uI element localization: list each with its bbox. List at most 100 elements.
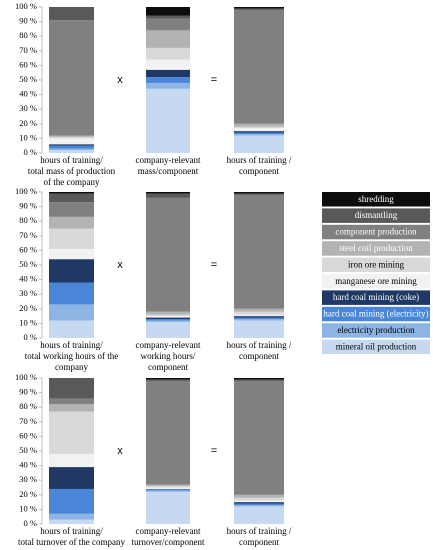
y-tick-label: 60 %: [19, 430, 37, 440]
bar-segment: [49, 150, 94, 153]
legend-label: hard coal mining (electricity): [323, 309, 428, 319]
bar-segment: [146, 486, 190, 488]
operator: x: [117, 445, 123, 457]
x-label: company-relevant: [136, 340, 201, 350]
y-tick-label: 50 %: [19, 259, 37, 269]
bar-segment: [49, 248, 94, 260]
bar-segment: [146, 320, 190, 322]
y-tick-label: 50 %: [19, 445, 37, 455]
legend-swatch: [322, 290, 430, 305]
y-tick-label: 40 %: [19, 460, 37, 470]
x-label: component: [239, 166, 279, 176]
y-tick-label: 10 %: [19, 503, 37, 513]
y-tick-label: 30 %: [19, 474, 37, 484]
bar-segment: [234, 193, 284, 195]
bar-segment: [49, 488, 94, 514]
bar-segment: [234, 126, 284, 129]
legend-label: manganese ore mining: [335, 276, 417, 286]
x-label: hours of training/: [40, 155, 103, 165]
x-label: company-relevant: [136, 155, 201, 165]
y-tick-label: 50 %: [19, 74, 37, 84]
y-tick-label: 80 %: [19, 30, 37, 40]
bar-segment: [234, 134, 284, 136]
bar-segment: [234, 128, 284, 132]
legend-label: electricity production: [337, 325, 415, 335]
y-tick-label: 70 %: [19, 416, 37, 426]
bar-segment: [49, 145, 94, 149]
bar-segment: [234, 9, 284, 124]
bar-segment: [49, 20, 94, 136]
bar-segment: [49, 453, 94, 468]
x-label: hours of training /: [227, 526, 292, 536]
bar-segment: [146, 197, 190, 312]
bar-segment: [234, 502, 284, 504]
x-label: of the company: [44, 177, 100, 187]
y-tick-label: 100 %: [15, 372, 37, 382]
bar-segment: [49, 148, 94, 151]
bar-segment: [234, 131, 284, 133]
bar-segment: [49, 404, 94, 412]
x-label: total working hours of the: [25, 351, 119, 361]
bar-segment: [234, 320, 284, 338]
bar-segment: [146, 379, 190, 381]
bar-segment: [146, 30, 190, 48]
bar-segment: [49, 216, 94, 229]
operator: =: [211, 259, 217, 271]
bar-segment: [49, 259, 94, 283]
bar-segment: [234, 506, 284, 524]
bar-segment: [146, 7, 190, 16]
bar-segment: [234, 311, 284, 315]
operator: x: [117, 259, 123, 271]
bar-segment: [49, 467, 94, 489]
bar-segment: [234, 123, 284, 127]
bar-segment: [49, 136, 94, 139]
bar-segment: [49, 513, 94, 520]
x-label: component: [239, 351, 279, 361]
y-tick-label: 80 %: [19, 401, 37, 411]
bar-segment: [234, 192, 284, 194]
y-tick-label: 90 %: [19, 387, 37, 397]
bar-segment: [49, 7, 94, 21]
operator: =: [211, 74, 217, 86]
legend-label: dismantling: [355, 210, 398, 220]
bar-segment: [234, 379, 284, 381]
legend-swatch: [322, 224, 430, 240]
bar-segment: [234, 505, 284, 507]
y-tick-label: 40 %: [19, 274, 37, 284]
x-label: working hours/: [141, 351, 196, 361]
y-tick-label: 70 %: [19, 45, 37, 55]
y-tick-label: 90 %: [19, 16, 37, 26]
y-tick-label: 100 %: [15, 1, 37, 11]
y-tick-label: 60 %: [19, 244, 37, 254]
bar-segment: [49, 398, 94, 405]
legend-swatch: [322, 241, 430, 256]
x-label: hours of training /: [227, 155, 292, 165]
x-label: hours of training /: [227, 340, 292, 350]
y-tick-label: 20 %: [19, 303, 37, 313]
legend-swatch: [322, 323, 430, 338]
bar-segment: [234, 378, 284, 380]
bar-segment: [146, 77, 190, 83]
y-tick-label: 20 %: [19, 118, 37, 128]
bar-segment: [146, 193, 190, 198]
legend-swatch: [322, 306, 430, 322]
bar-segment: [49, 228, 94, 249]
bar-segment: [49, 378, 94, 399]
x-label: company-relevant: [136, 526, 201, 536]
x-label: hours of training/: [40, 340, 103, 350]
x-label: mass/component: [138, 166, 199, 176]
y-tick-label: 0 %: [24, 518, 37, 528]
bar-segment: [234, 132, 284, 135]
bar-segment: [234, 8, 284, 10]
operator: =: [211, 445, 217, 457]
bar-segment: [146, 380, 190, 485]
bar-segment: [234, 500, 284, 503]
legend-swatch: [322, 257, 430, 273]
bar-segment: [234, 317, 284, 320]
bar-segment: [49, 192, 94, 194]
legend-label: iron ore mining: [348, 259, 404, 269]
x-label: component: [239, 537, 279, 547]
y-tick-label: 10 %: [19, 132, 37, 142]
bar-segment: [146, 317, 190, 320]
legend-label: mineral oil production: [336, 341, 417, 351]
